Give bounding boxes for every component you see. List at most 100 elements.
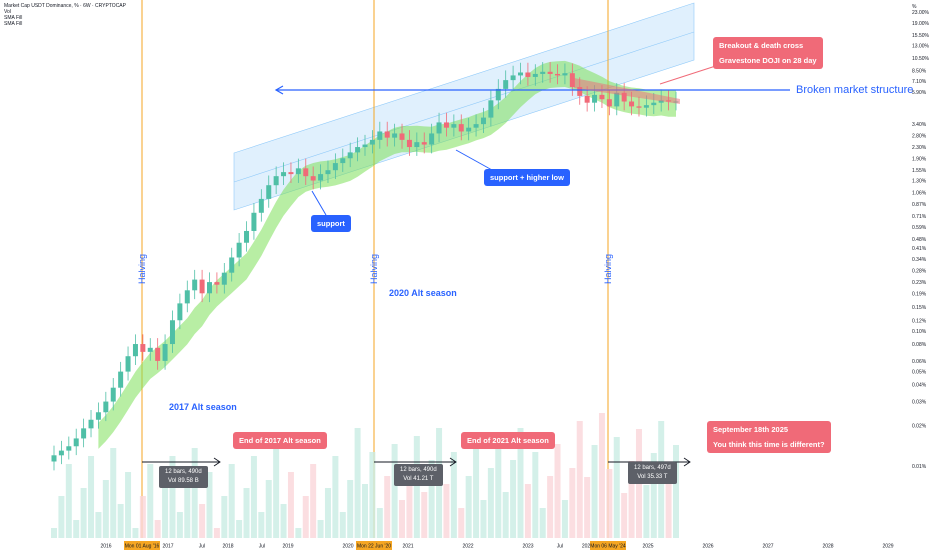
volume-bar <box>302 496 309 538</box>
candle-body <box>592 94 598 103</box>
x-tick-label: 2029 <box>882 544 893 550</box>
candle-body <box>310 176 316 181</box>
volume-bar <box>591 445 598 538</box>
volume-bar <box>169 456 176 538</box>
volume-bar <box>354 428 361 538</box>
volume-bar <box>369 452 376 538</box>
bars-stat-1-vol: Vol 89.58 B <box>168 478 199 484</box>
candle-body <box>288 172 294 175</box>
halving-label-2: Halving <box>369 253 379 284</box>
season-2017-label: 2017 Alt season <box>169 402 237 412</box>
y-tick-label: 7.10% <box>912 79 927 85</box>
volume-bar <box>317 520 324 538</box>
volume-bar <box>465 476 472 538</box>
volume-bar <box>621 493 628 538</box>
volume-bar <box>236 520 243 538</box>
volume-bar <box>339 512 346 538</box>
volume-bar <box>399 500 406 538</box>
volume-bar <box>443 484 450 538</box>
volume-bar <box>495 436 502 538</box>
breakout-annotation: Breakout & death cross Gravestone DOJI o… <box>713 37 823 69</box>
candle-body <box>318 174 324 181</box>
volume-bar <box>347 480 354 538</box>
y-tick-label: 1.30% <box>912 179 927 185</box>
candle-body <box>355 147 361 153</box>
candle-body <box>658 100 664 103</box>
bars-stat-2-vol: Vol 41.21 T <box>403 476 434 482</box>
candle-body <box>458 124 464 132</box>
volume-bar <box>58 496 65 538</box>
candle-body <box>651 102 657 106</box>
candle-body <box>495 88 501 101</box>
y-tick-label: 5.90% <box>912 90 927 96</box>
candle-body <box>369 139 375 145</box>
range-arrowhead-1 <box>213 457 221 467</box>
support-label: support <box>311 215 351 232</box>
y-tick-label: 0.19% <box>912 291 927 297</box>
volume-bar <box>554 444 561 538</box>
volume-bar <box>117 504 124 538</box>
x-tick-label: 2027 <box>762 544 773 550</box>
legend-sma-fill-1[interactable]: SMA Fill <box>4 15 23 21</box>
y-axis-header: % <box>912 4 917 10</box>
y-tick-label: 1.55% <box>912 168 927 174</box>
volume-bar <box>80 488 87 538</box>
candle-body <box>621 92 627 102</box>
volume-bar <box>487 468 494 538</box>
candle-body <box>155 347 161 361</box>
candle-body <box>177 303 183 321</box>
range-arrowhead-2 <box>449 457 457 467</box>
x-tick-label: 2023 <box>522 544 533 550</box>
candle-body <box>118 371 124 388</box>
y-tick-label: 0.03% <box>912 400 927 406</box>
candle-body <box>606 99 612 107</box>
volume-bar <box>606 469 613 538</box>
y-tick-label: 15.50% <box>912 33 930 39</box>
volume-bar <box>162 488 169 538</box>
y-tick-label: 2.30% <box>912 145 927 151</box>
volume-bar <box>125 472 132 538</box>
x-tick-label: Jul <box>557 544 563 550</box>
y-tick-label: 19.00% <box>912 21 930 27</box>
candle-body <box>406 139 412 148</box>
x-tick-highlight <box>590 541 626 550</box>
y-tick-label: 13.00% <box>912 43 930 49</box>
volume-bar <box>413 436 420 538</box>
volume-bar <box>480 500 487 538</box>
bars-stat-3: 12 bars, 497d Vol 35.33 T <box>628 462 677 484</box>
candle-body <box>443 122 449 128</box>
volume-bar <box>88 456 95 538</box>
volume-bar <box>273 448 280 538</box>
channel-midline <box>233 31 695 183</box>
candle-body <box>132 344 138 357</box>
volume-bar <box>147 464 154 538</box>
y-tick-label: 0.04% <box>912 383 927 389</box>
volume-bar <box>295 528 302 538</box>
candle-body <box>58 450 64 456</box>
volume-bar <box>243 488 250 538</box>
bars-stat-3-count: 12 bars, 497d <box>634 465 671 471</box>
sept-2025-line-2: You think this time is different? <box>713 440 825 449</box>
volume-bar <box>569 468 576 538</box>
candle-body <box>503 80 509 89</box>
legend-vol[interactable]: Vol <box>4 9 11 15</box>
x-tick-label: Mon 01 Aug '16 <box>125 544 160 550</box>
y-tick-label: 1.06% <box>912 190 927 196</box>
y-tick-label: 10.50% <box>912 56 930 62</box>
y-tick-label: 0.34% <box>912 257 927 263</box>
volume-bar <box>547 476 554 538</box>
volume-bar <box>102 480 109 538</box>
volume-bar <box>199 504 206 538</box>
volume-bar <box>643 485 650 538</box>
candle-body <box>451 124 457 128</box>
support-pointer <box>311 190 327 216</box>
candle-body <box>229 257 235 273</box>
candle-body <box>362 144 368 148</box>
candle-body <box>466 127 472 132</box>
legend-sma-fill-2[interactable]: SMA Fill <box>4 21 23 27</box>
candle-body <box>399 133 405 140</box>
x-tick-label: 2021 <box>402 544 413 550</box>
x-tick-label: 2020 <box>342 544 353 550</box>
y-tick-label: 0.71% <box>912 214 927 220</box>
candle-body <box>192 279 198 291</box>
